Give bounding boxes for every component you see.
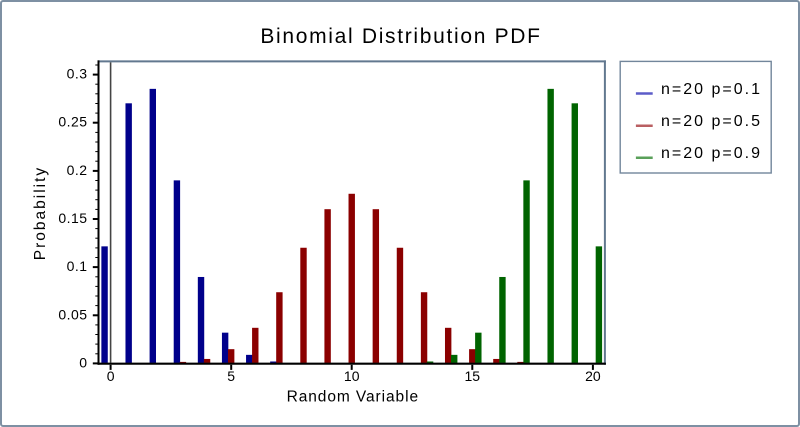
svg-text:0.2: 0.2 <box>67 162 88 178</box>
svg-text:0.1: 0.1 <box>67 258 88 274</box>
svg-text:n=20 p=0.1: n=20 p=0.1 <box>661 81 762 98</box>
svg-text:20: 20 <box>585 368 601 384</box>
svg-text:n=20 p=0.5: n=20 p=0.5 <box>661 113 762 130</box>
svg-text:0.3: 0.3 <box>67 66 88 82</box>
svg-text:Binomial Distribution PDF: Binomial Distribution PDF <box>260 25 541 48</box>
svg-text:Random Variable: Random Variable <box>287 388 419 405</box>
svg-text:0: 0 <box>107 368 115 384</box>
svg-text:Probability: Probability <box>32 166 49 260</box>
svg-text:0: 0 <box>79 354 87 370</box>
svg-text:15: 15 <box>465 368 481 384</box>
svg-text:0.25: 0.25 <box>58 114 87 130</box>
svg-text:5: 5 <box>227 368 235 384</box>
svg-text:n=20 p=0.9: n=20 p=0.9 <box>661 145 762 162</box>
svg-text:0.05: 0.05 <box>58 306 87 322</box>
svg-text:0.15: 0.15 <box>58 210 87 226</box>
svg-text:10: 10 <box>344 368 360 384</box>
